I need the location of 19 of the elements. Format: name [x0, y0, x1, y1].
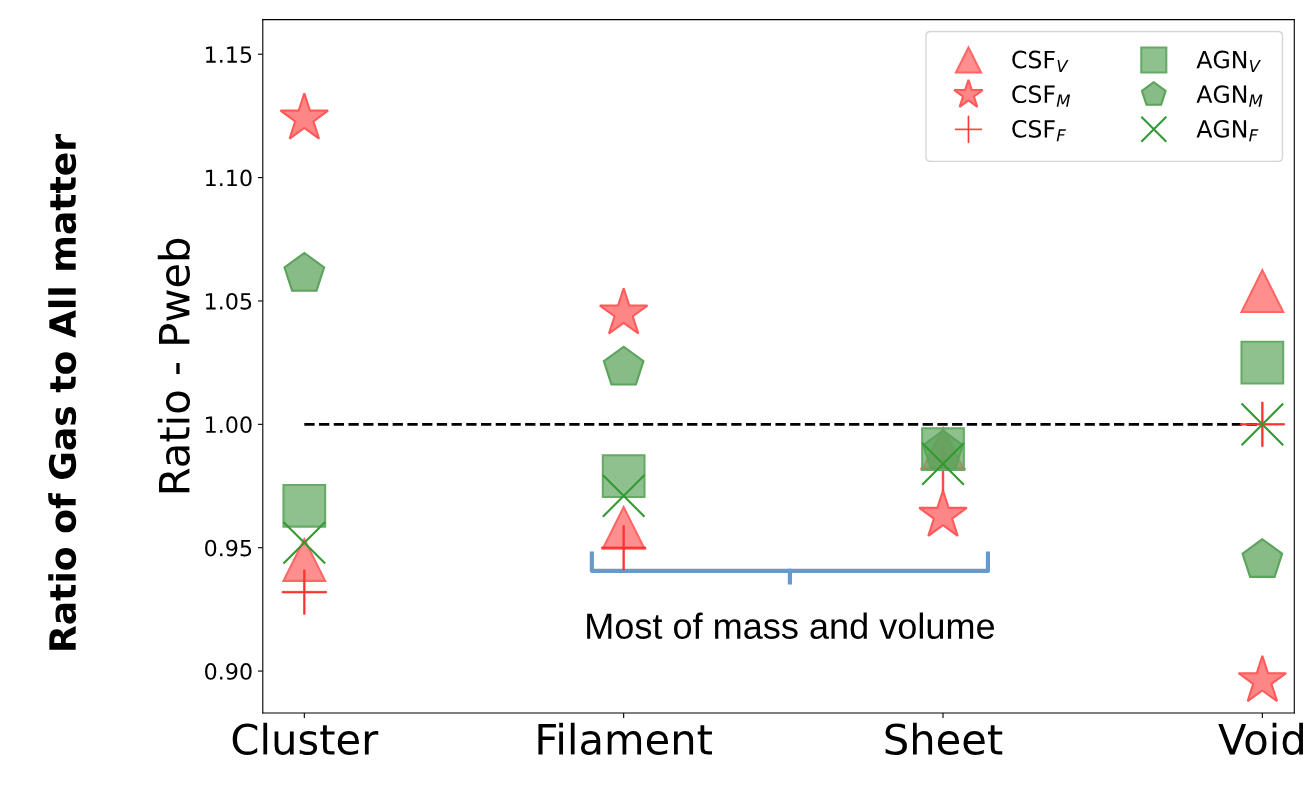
- x-tick-label: Sheet: [885, 722, 1003, 755]
- x-tick-label: Cluster: [232, 722, 379, 755]
- y-axis-title: Ratio - Pweb: [157, 238, 190, 493]
- x-tick-label: Void: [1218, 722, 1303, 755]
- legend-label: CSF$_{F}$: [1012, 119, 1066, 142]
- legend-label: AGN$_{F}$: [1196, 119, 1259, 142]
- y-tick-label: 0.95: [205, 539, 252, 557]
- x-tick-label: Filament: [538, 722, 712, 755]
- legend-label: AGN$_{M}$: [1196, 85, 1263, 107]
- y-tick-label: 1.10: [206, 169, 252, 187]
- legend-label: AGN$_{V}$: [1196, 50, 1261, 72]
- y-tick-label: 1.00: [206, 416, 252, 434]
- y-tick-label: 1.15: [206, 46, 252, 63]
- y-tick-label: 0.90: [205, 663, 252, 680]
- text: Ratio of Gas to All matter: [48, 134, 77, 650]
- y-tick-label: 1.05: [206, 292, 252, 310]
- annotation: Most of mass and volume: [587, 612, 995, 640]
- legend-label: CSF$_{M}$: [1012, 85, 1071, 107]
- legend-label: CSF$_{V}$: [1012, 50, 1069, 72]
